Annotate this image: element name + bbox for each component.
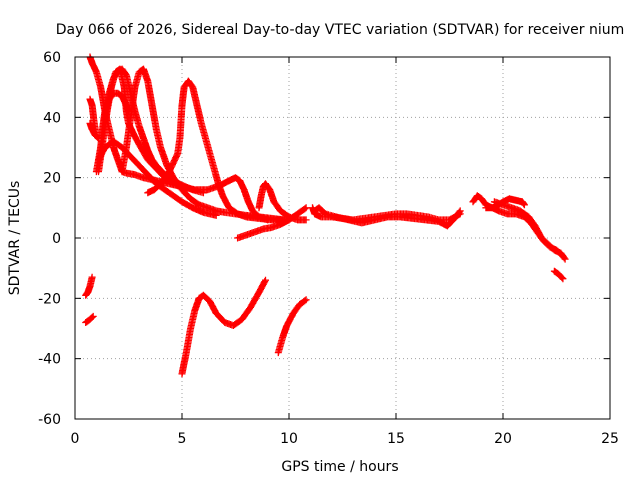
y-tick-label: 60 <box>43 50 61 66</box>
x-axis-label: GPS time / hours <box>281 459 398 475</box>
y-tick-label: 40 <box>43 110 61 126</box>
x-tick-label: 0 <box>71 431 80 447</box>
x-tick-label: 20 <box>494 431 512 447</box>
series-arc-1 <box>82 273 96 299</box>
series-arc-12 <box>178 276 269 378</box>
series-arc-2 <box>82 312 97 326</box>
data-marker-trace <box>274 296 310 357</box>
series-arc-4 <box>86 119 102 142</box>
x-tick-label: 25 <box>601 431 619 447</box>
data-marker-trace <box>550 267 567 283</box>
y-tick-label: -40 <box>38 352 61 368</box>
series-arc-14 <box>255 180 310 224</box>
data-marker-trace <box>82 312 97 326</box>
axis-ticks: 0 5 10 15 20 25 -60 -40 -20 0 20 40 60 <box>38 50 619 447</box>
y-tick-label: -20 <box>38 291 61 307</box>
y-tick-label: -60 <box>38 412 61 428</box>
data-layer <box>82 53 569 378</box>
series-arc-11 <box>144 77 293 224</box>
series-arc-21 <box>550 267 567 283</box>
x-tick-label: 5 <box>178 431 187 447</box>
data-marker-trace <box>311 204 464 230</box>
x-tick-label: 10 <box>280 431 298 447</box>
data-marker-trace <box>86 119 102 142</box>
series-arc-15 <box>274 296 310 357</box>
data-marker-trace <box>82 273 96 299</box>
x-tick-label: 15 <box>387 431 405 447</box>
y-tick-label: 0 <box>52 231 61 247</box>
data-marker-trace <box>255 180 310 224</box>
data-marker-trace <box>490 198 569 263</box>
chart-title: Day 066 of 2026, Sidereal Day-to-day VTE… <box>56 22 625 38</box>
series-arc-20 <box>490 198 569 263</box>
data-marker-trace <box>178 276 269 378</box>
series-arc-17 <box>311 204 464 230</box>
data-marker-trace <box>144 77 293 224</box>
y-axis-label: SDTVAR / TECUs <box>7 181 23 296</box>
y-tick-label: 20 <box>43 171 61 187</box>
